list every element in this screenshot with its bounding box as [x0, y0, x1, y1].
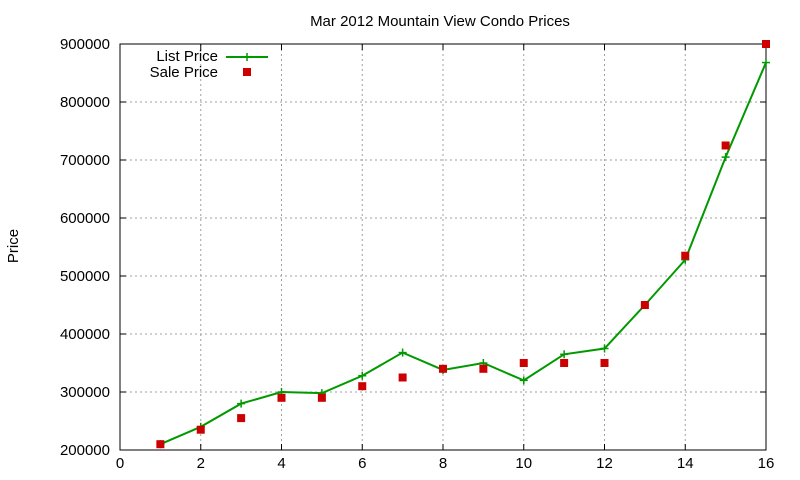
legend-marker-sale-price	[243, 68, 251, 76]
x-tick-label: 0	[116, 455, 124, 472]
sale-price-point	[519, 359, 528, 367]
x-tick-label: 2	[197, 455, 205, 472]
x-tick-label: 6	[358, 455, 366, 472]
list-price-point	[519, 376, 528, 385]
x-tick-label: 14	[677, 455, 694, 472]
sale-price-point	[358, 382, 367, 391]
grid	[120, 44, 766, 450]
y-tick-label: 200000	[60, 442, 110, 459]
y-tick-label: 900000	[60, 36, 110, 53]
y-tick-label: 500000	[60, 268, 110, 285]
y-axis-label: Price	[5, 229, 22, 263]
sale-price-point	[560, 359, 569, 367]
list-price-point	[237, 399, 246, 408]
series	[156, 40, 770, 449]
sale-price-point	[317, 393, 326, 402]
sale-price-point	[439, 364, 447, 373]
x-tick-label: 8	[439, 455, 447, 472]
list-price-point	[358, 371, 367, 380]
sale-price-point	[640, 301, 649, 309]
legend-label-sale-price: Sale Price	[150, 64, 218, 81]
x-tick-label: 10	[515, 455, 532, 472]
list-price-point	[600, 344, 609, 353]
x-tick-label: 4	[277, 455, 285, 472]
axes: 0 2 4 6 8 10 12 14 16 200000 300000 400000 500000 600…	[60, 36, 774, 472]
sale-price-point	[277, 393, 286, 402]
list-price-point	[398, 348, 407, 357]
y-tick-label: 700000	[60, 152, 110, 169]
sale-price-point	[681, 251, 690, 260]
y-tick-label: 600000	[60, 210, 110, 227]
sale-price-point	[237, 414, 246, 423]
sale-price-point	[196, 425, 205, 434]
list-price-line	[159, 62, 767, 446]
y-tick-label: 400000	[60, 326, 110, 343]
legend-label-list-price: List Price	[156, 48, 218, 65]
y-tick-label: 300000	[60, 384, 110, 401]
sale-price-point	[156, 440, 165, 449]
sale-price-point	[721, 141, 730, 150]
list-price-point	[560, 350, 569, 359]
sale-price-point	[398, 373, 407, 382]
x-tick-label: 16	[758, 455, 775, 472]
x-tick-label: 12	[596, 455, 613, 472]
legend-marker-list-price	[243, 53, 251, 61]
sale-price-point	[762, 40, 770, 48]
list-price-point	[721, 153, 730, 162]
sale-price-point	[600, 359, 609, 367]
sale-price-point	[479, 364, 488, 373]
y-tick-label: 800000	[60, 94, 110, 111]
chart-title: Mar 2012 Mountain View Condo Prices	[310, 13, 570, 30]
list-price-point	[762, 58, 770, 67]
